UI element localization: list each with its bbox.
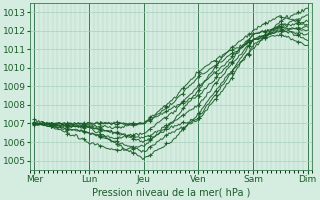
- X-axis label: Pression niveau de la mer( hPa ): Pression niveau de la mer( hPa ): [92, 187, 250, 197]
